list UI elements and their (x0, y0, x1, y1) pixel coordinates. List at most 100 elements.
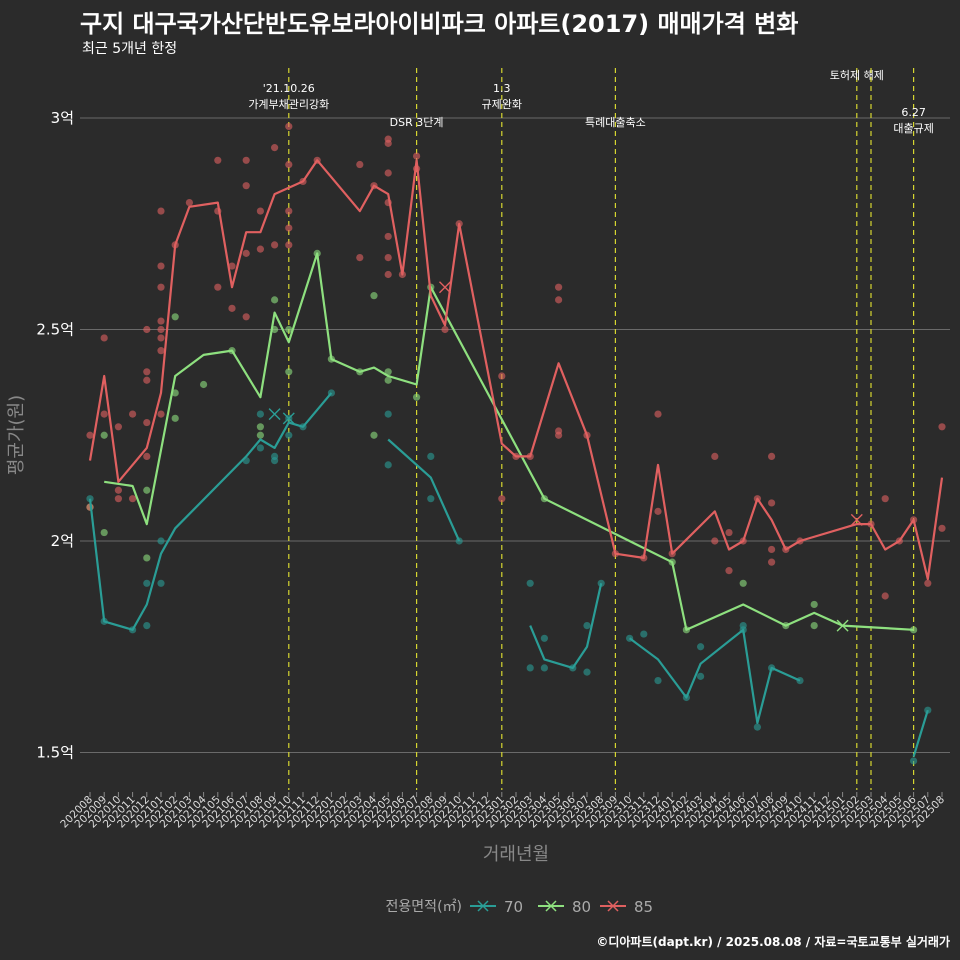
data-point-80 (384, 368, 392, 376)
data-point-85 (114, 486, 122, 494)
data-point-80 (200, 380, 208, 389)
data-point-70 (384, 410, 392, 418)
x-axis-title: 거래년월 (483, 844, 549, 865)
data-point-80 (739, 579, 747, 587)
data-point-80 (413, 393, 421, 401)
data-point-85 (384, 169, 392, 177)
data-point-70 (697, 672, 705, 680)
y-axis-title: 평균가(원) (6, 395, 27, 475)
data-point-80 (143, 554, 151, 562)
data-point-80 (256, 431, 264, 439)
data-point-85 (100, 410, 108, 418)
cross-layer (268, 281, 863, 632)
data-point-85 (285, 241, 293, 249)
data-point-85 (242, 249, 250, 257)
data-point-85 (143, 368, 151, 376)
event-label: 토허제 해제 (830, 68, 884, 82)
data-point-85 (555, 296, 563, 304)
data-point-85 (384, 253, 392, 262)
data-point-85 (185, 199, 193, 207)
data-point-70 (753, 723, 762, 731)
data-point-85 (143, 418, 151, 427)
data-point-85 (242, 182, 250, 190)
data-point-80 (910, 626, 918, 634)
data-point-85 (356, 253, 364, 262)
data-point-70 (697, 643, 705, 651)
chart-title: 구지 대구국가산단반도유보라아이비파크 아파트(2017) 매매가격 변화 (80, 10, 799, 38)
event-label: DSR 3단계 (390, 116, 444, 129)
data-point-85 (555, 283, 563, 291)
data-point-70 (526, 579, 534, 587)
event-label: 규제완화 (482, 98, 522, 111)
data-point-85 (214, 283, 222, 291)
cross-marker-70 (268, 408, 281, 421)
data-point-80 (285, 325, 293, 334)
data-point-85 (285, 207, 293, 215)
legend-swatch-cross (545, 900, 557, 912)
data-point-80 (100, 431, 108, 439)
data-point-85 (881, 592, 889, 600)
data-point-85 (881, 495, 889, 503)
event-label: 6.27 (901, 106, 926, 119)
data-point-70 (427, 495, 435, 503)
data-point-85 (157, 317, 165, 325)
cross-marker-70 (282, 412, 295, 425)
data-point-70 (427, 452, 435, 460)
series-line-80 (104, 252, 914, 631)
data-point-80 (256, 423, 264, 431)
data-point-70 (640, 630, 648, 638)
legend-label: 70 (504, 898, 523, 916)
data-point-85 (256, 245, 264, 253)
data-point-70 (910, 757, 918, 765)
data-point-85 (143, 376, 151, 384)
data-point-85 (129, 410, 137, 418)
event-label: 가계부채관리강화 (248, 98, 329, 111)
data-point-80 (271, 296, 279, 304)
data-point-70 (157, 579, 165, 587)
event-label: '21.10.26 (263, 82, 315, 95)
data-point-85 (86, 431, 94, 439)
data-point-85 (711, 452, 719, 460)
data-point-85 (938, 423, 946, 431)
data-point-85 (938, 524, 946, 532)
data-point-80 (285, 368, 293, 376)
data-point-85 (271, 241, 279, 249)
legend-label: 80 (572, 898, 591, 916)
data-point-70 (526, 664, 534, 672)
data-point-85 (498, 372, 506, 380)
data-point-80 (143, 486, 151, 494)
data-point-85 (114, 495, 122, 503)
data-point-85 (285, 160, 293, 169)
data-point-85 (114, 423, 122, 431)
data-point-70 (540, 664, 549, 672)
legend-swatch-cross (477, 900, 489, 912)
data-point-85 (725, 528, 733, 537)
data-point-70 (540, 634, 549, 642)
data-point-85 (157, 262, 165, 270)
data-point-70 (143, 622, 151, 630)
data-point-85 (228, 304, 236, 312)
data-point-80 (171, 313, 179, 321)
data-point-85 (654, 507, 662, 515)
data-point-85 (654, 410, 662, 418)
data-point-85 (384, 270, 392, 279)
event-label: 특례대출축소 (585, 116, 646, 129)
data-point-80 (384, 376, 392, 384)
data-point-70 (256, 444, 264, 452)
cross-marker-80 (836, 619, 849, 632)
data-point-85 (498, 495, 506, 503)
data-point-70 (384, 461, 392, 469)
series-line-85 (88, 159, 944, 581)
data-point-85 (768, 545, 776, 554)
data-point-70 (583, 668, 591, 676)
data-point-85 (157, 207, 165, 215)
data-point-85 (285, 122, 293, 131)
line-layer (88, 159, 944, 758)
data-point-70 (654, 676, 662, 685)
legend-label: 85 (634, 898, 653, 916)
series-line-70 (88, 392, 929, 758)
data-point-85 (157, 410, 165, 418)
point-layer (86, 122, 946, 765)
